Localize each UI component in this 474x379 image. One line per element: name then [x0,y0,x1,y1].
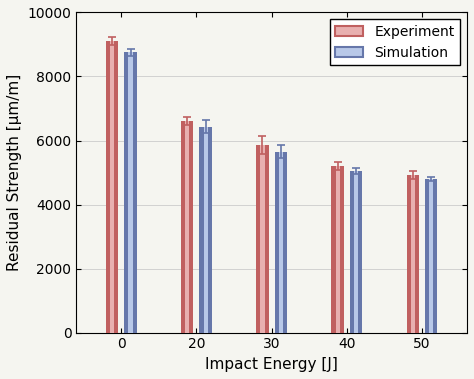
Bar [415,175,419,333]
Y-axis label: Residual Strength [µm/m]: Residual Strength [µm/m] [7,74,22,271]
Bar [354,171,358,333]
Bar [279,152,283,333]
Bar [283,152,287,333]
Bar [407,175,410,333]
Bar [340,166,344,333]
Bar [433,179,438,333]
Bar [181,121,185,333]
Bar [274,152,279,333]
Bar [331,166,336,333]
Bar [189,121,193,333]
Legend: Experiment, Simulation: Experiment, Simulation [330,19,460,66]
Bar [208,127,212,333]
Bar [124,52,128,333]
Bar [106,41,110,333]
Bar [110,41,114,333]
Bar [128,52,133,333]
Bar [429,179,433,333]
Bar [264,145,269,333]
Bar [358,171,362,333]
Bar [185,121,189,333]
Bar [200,127,204,333]
Bar [204,127,208,333]
Bar [350,171,354,333]
Bar [410,175,415,333]
Bar [425,179,429,333]
Bar [256,145,260,333]
Bar [114,41,118,333]
X-axis label: Impact Energy [J]: Impact Energy [J] [205,357,338,372]
Bar [260,145,264,333]
Bar [336,166,340,333]
Bar [133,52,137,333]
